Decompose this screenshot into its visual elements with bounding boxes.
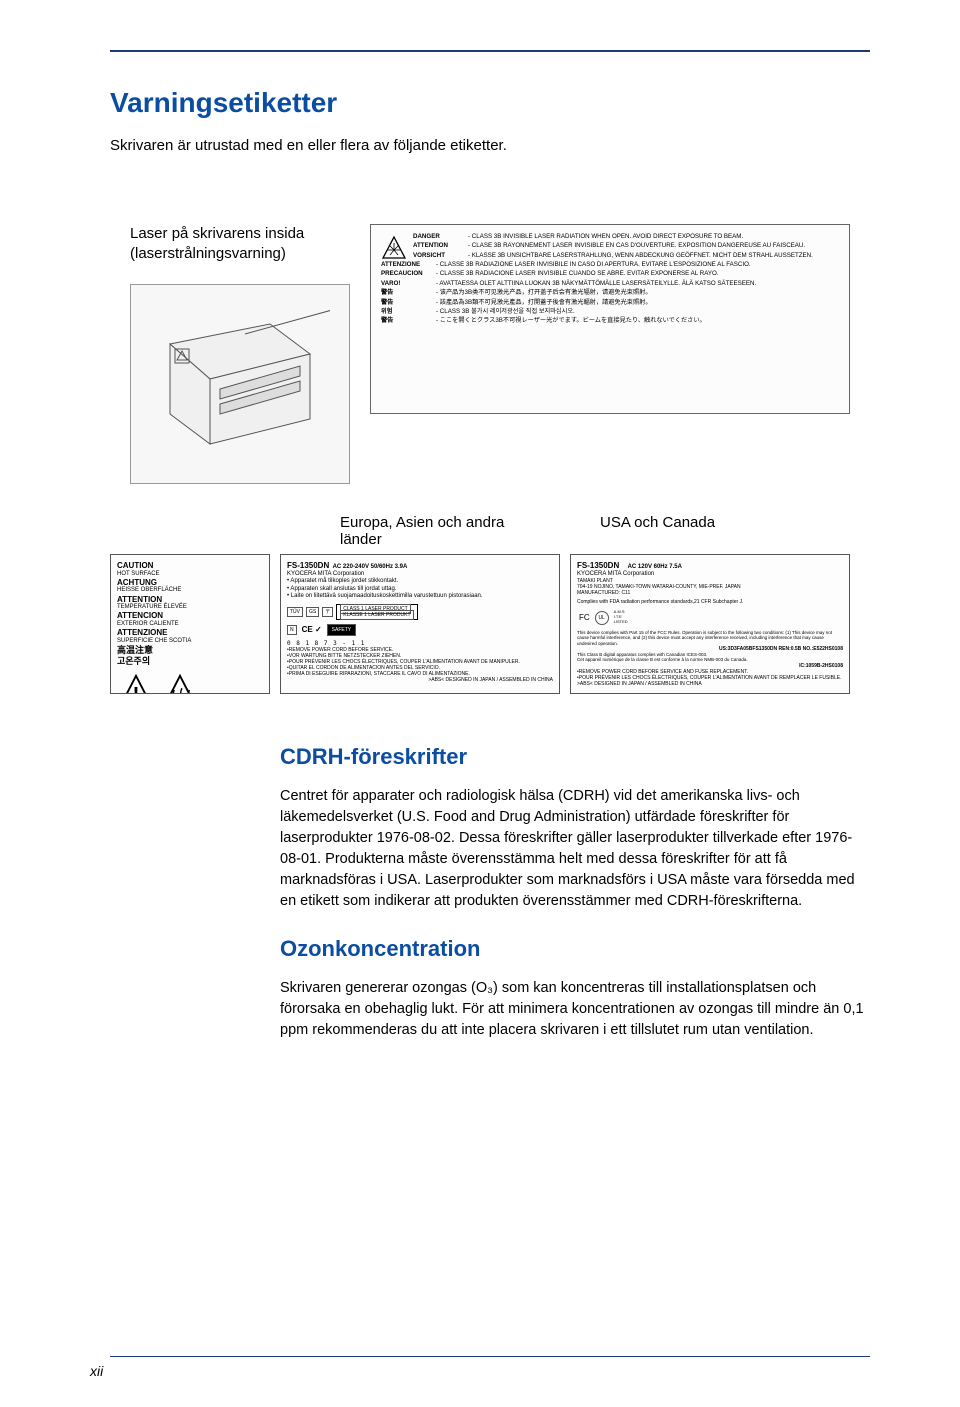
origin-us: >ABS< DESIGNED IN JAPAN / ASSEMBLED IN C… <box>577 681 843 687</box>
eu-rating-label: FS-1350DN AC 220-240V 50/60Hz 3.9A KYOCE… <box>280 554 560 694</box>
laser-triangle-icon <box>381 235 407 261</box>
bottom-rule <box>110 1356 870 1357</box>
canada-text: This Class B digital apparatus complies … <box>577 652 843 663</box>
hot-surface-icon <box>161 673 199 695</box>
printer-svg <box>150 304 330 464</box>
eu-note-line: • Apparaten skall anslutas till jordat u… <box>287 586 553 593</box>
caption-eu: Europa, Asien och andra länder <box>340 514 550 548</box>
label-captions: Europa, Asien och andra länder USA och C… <box>340 514 820 548</box>
cert-icons-eu: TÜV GS 〒 CLASS 1 LASER PRODUCT KLASSE 1 … <box>287 604 553 620</box>
warn-row: DANGER- CLASS 3B INVISIBLE LASER RADIATI… <box>413 233 839 241</box>
top-rule <box>110 50 870 52</box>
printer-illustration <box>130 284 350 484</box>
ozon-para: Skrivaren genererar ozongas (O₃) som kan… <box>280 978 870 1041</box>
warn-row: 위험- CLASS 3B 불가시 레이저광선을 직접 보지마십시오. <box>381 308 839 316</box>
page-title: Varningsetiketter <box>110 87 870 119</box>
caution-row: ATTENTIONTEMPERATURE ÉLEVÉE <box>117 595 263 612</box>
barcode-eu: 0 8 1 8 7 3 - 1 1 <box>287 640 553 647</box>
ul-listed: A.M.S I.T.E LISTED <box>612 609 630 625</box>
warn-row: ATTENZIONE- CLASSE 3B RADIAZIONE LASER I… <box>381 261 839 269</box>
safety-mark-icon: SAFETY <box>327 624 356 636</box>
svg-text:!: ! <box>133 683 140 694</box>
warn-row: PRECAUCION- CLASSE 3B RADIACIONE LASER I… <box>381 270 839 278</box>
intro-text: Skrivaren är utrustad med en eller flera… <box>110 137 870 154</box>
bottom-us: •REMOVE POWER CORD BEFORE SERVICE AND FU… <box>577 669 843 681</box>
warn-row: 警告- 该产品为3B类不可见激光产品，打开盖子后会有激光辐射，请避免光束照射。 <box>381 289 839 297</box>
caution-triangle-icon: ! <box>117 673 155 695</box>
cjk-jp: 高温注意 <box>117 645 263 656</box>
warn-row: ATTENTION- CLASE 3B RAYONNEMENT LASER IN… <box>413 242 839 250</box>
fcc-text: This device complies with Part 15 of the… <box>577 630 843 646</box>
ce-icon: CE ✓ <box>300 624 324 636</box>
fcc-icon: FC <box>577 612 592 624</box>
cjk-kr: 고온주의 <box>117 656 263 667</box>
origin-eu: >ABS< DESIGNED IN JAPAN / ASSEMBLED IN C… <box>287 677 553 683</box>
cdrh-heading: CDRH-föreskrifter <box>280 744 870 770</box>
eu-note-line: • Laite on liitettävä suojamaadoituskosk… <box>287 593 553 600</box>
fda-us: Complies with FDA radiation performance … <box>577 599 843 605</box>
pse-icon: 〒 <box>322 607 333 617</box>
warn-row: 警告- ここを開くとクラス3B不可視レーザー光がでます。ビームを直接見たり、触れ… <box>381 317 839 325</box>
caution-row: CAUTIONHOT SURFACE <box>117 561 263 578</box>
laser-caption: Laser på skrivarens insida (laserstrålni… <box>130 224 340 263</box>
warn-row: VORSICHT- KLASSE 3B UNSICHTBARE LASERSTR… <box>413 252 839 260</box>
ozon-heading: Ozonkoncentration <box>280 936 870 962</box>
labels-row: CAUTIONHOT SURFACEACHTUNGHEISSE OBERFLÄC… <box>110 554 870 694</box>
top-section: Varningsetiketter Skrivaren är utrustad … <box>110 87 870 624</box>
tuv-icon: TÜV <box>287 607 303 617</box>
n-icon: N <box>287 625 297 635</box>
laser-warning-label: DANGER- CLASS 3B INVISIBLE LASER RADIATI… <box>370 224 850 414</box>
us-rating-label: FS-1350DN AC 120V 60Hz 7.5A KYOCERA MITA… <box>570 554 850 694</box>
caution-row: ATTENCIONEXTERIOR CALIENTE <box>117 611 263 628</box>
eu-note-line: • Apparatet må tilkoples jordet stikkont… <box>287 578 553 585</box>
spec-eu: AC 220-240V 50/60Hz 3.9A <box>333 564 408 570</box>
gs-icon: GS <box>306 607 319 617</box>
spec-us: AC 120V 60Hz 7.5A <box>628 564 682 570</box>
body-section: CDRH-föreskrifter Centret för apparater … <box>110 744 870 1041</box>
model-us: FS-1350DN <box>577 561 619 570</box>
figure-area: Laser på skrivarens insida (laserstrålni… <box>110 194 870 624</box>
class1-box: CLASS 1 LASER PRODUCT KLASSE 1 LASER PRO… <box>336 604 417 620</box>
corp-us: KYOCERA MITA Corporation <box>577 571 843 578</box>
page-number: xii <box>90 1363 103 1379</box>
ul-icon: UL <box>595 611 609 625</box>
warn-row: 警告- 該產品為3B類不可見激光產品，打開蓋子後會有激光輻射，請避免光束照射。 <box>381 299 839 307</box>
warn-row: VARO!- AVATTAESSA OLET ALTTIINA LUOKAN 3… <box>381 280 839 288</box>
caution-hot-label: CAUTIONHOT SURFACEACHTUNGHEISSE OBERFLÄC… <box>110 554 270 694</box>
cert-icons-us: FC UL A.M.S I.T.E LISTED <box>577 609 843 625</box>
caution-row: ATTENZIONESUPERFICIE CHE SCOTIA <box>117 628 263 645</box>
model-eu: FS-1350DN <box>287 561 329 570</box>
caution-row: ACHTUNGHEISSE OBERFLÄCHE <box>117 578 263 595</box>
plant-us: TAMAKI PLANT 704-19 NOJINO, TAMAKI-TOWN … <box>577 578 843 596</box>
caption-us: USA och Canada <box>600 514 800 548</box>
cdrh-para: Centret för apparater och radiologisk hä… <box>280 786 870 912</box>
cert-icons-eu-2: N CE ✓ SAFETY <box>287 624 553 636</box>
